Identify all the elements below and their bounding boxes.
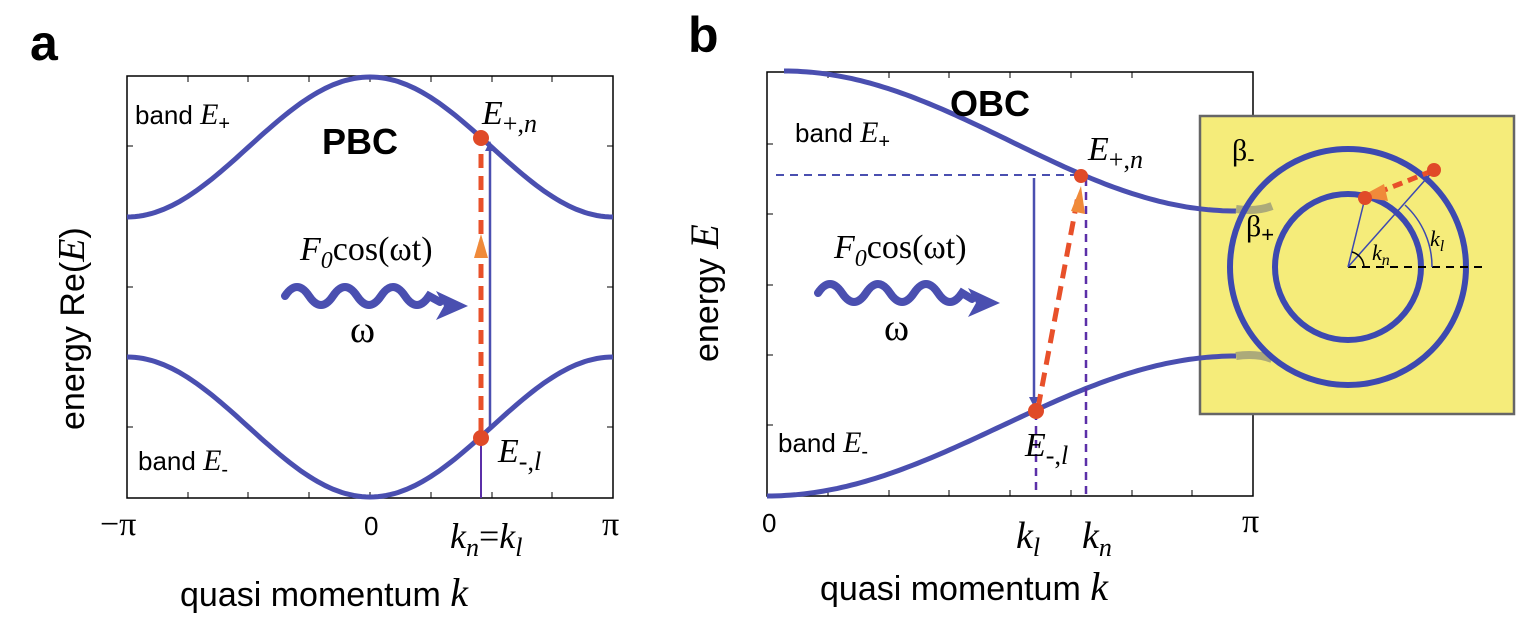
radius-kn: [1347, 197, 1366, 268]
beta-plus-label: β+: [1246, 210, 1274, 247]
xtick-zero-a: 0: [364, 511, 378, 541]
panel-b-letter: b: [688, 7, 719, 63]
inset-kl-label: kl: [1430, 226, 1445, 255]
ticks-b: [767, 72, 1193, 496]
panel-a-letter: a: [30, 15, 59, 71]
ylabel-a: energy Re(E): [51, 227, 93, 430]
omega-label-a: ω: [350, 309, 375, 351]
connector-plus: [1235, 202, 1274, 214]
xlabel-b: quasi momentum k: [820, 564, 1109, 609]
k-equal-label-a: kn=kl: [450, 516, 523, 562]
band-plus-curve-b: [784, 68, 1236, 214]
beta-minus-label: β-: [1232, 134, 1255, 171]
angle-arc-kl: [1404, 204, 1433, 268]
xtick-zero-b: 0: [762, 508, 776, 538]
inset-box: [1198, 114, 1516, 416]
orange-arrowhead-b: [1071, 186, 1085, 214]
wave-arrow-a: [281, 283, 444, 309]
xtick-minus-pi-a: −π: [100, 506, 136, 543]
omega-label-b: ω: [884, 307, 909, 349]
state-dot-plus-a: [473, 130, 489, 146]
orange-arrowhead-a: [474, 234, 488, 258]
drive-label-a: F0cos(ωt): [299, 231, 433, 274]
wave-arrow-b: [814, 280, 976, 306]
band-minus-curve-a: [126, 354, 614, 500]
state-dot-plus-b: [1074, 169, 1088, 183]
dashed-transition-b: [1035, 195, 1081, 409]
inset-dot-outer: [1427, 163, 1441, 177]
inset-kn-label: kn: [1372, 240, 1390, 269]
ylabel-b: energy E: [682, 224, 727, 362]
pbc-title: PBC: [322, 121, 398, 162]
panel-b: b: [682, 7, 1516, 609]
state-dot-minus-b: [1028, 403, 1044, 419]
xtick-pi-b: π: [1242, 503, 1259, 540]
band-minus-label-a: band E-: [138, 444, 228, 481]
obc-title: OBC: [950, 83, 1030, 124]
band-minus-curve-b: [767, 353, 1236, 499]
band-minus-label-b: band E-: [778, 426, 868, 463]
wave-arrowhead-a: [436, 291, 468, 320]
kn-label-b: kn: [1082, 515, 1112, 562]
drive-label-b: F0cos(ωt): [833, 229, 967, 272]
kl-label-b: kl: [1016, 515, 1040, 562]
panel-a: a: [30, 15, 619, 615]
band-plus-label-a: band E+: [135, 98, 230, 135]
band-plus-curve-a: [126, 74, 614, 220]
state-minus-label-a: E-,l: [497, 433, 541, 476]
angle-arc-kn: [1351, 251, 1365, 268]
state-dot-minus-a: [473, 430, 489, 446]
wave-arrowhead-b: [968, 288, 1000, 317]
xlabel-a: quasi momentum k: [180, 570, 469, 615]
state-plus-label-b: E+,n: [1087, 131, 1143, 174]
radius-kl: [1347, 169, 1435, 268]
xtick-pi-a: π: [602, 506, 619, 543]
state-plus-label-a: E+,n: [481, 95, 537, 138]
band-plus-label-b: band E+: [795, 116, 890, 153]
state-minus-label-b: E-,l: [1024, 427, 1068, 470]
inset-dot-inner: [1358, 191, 1372, 205]
